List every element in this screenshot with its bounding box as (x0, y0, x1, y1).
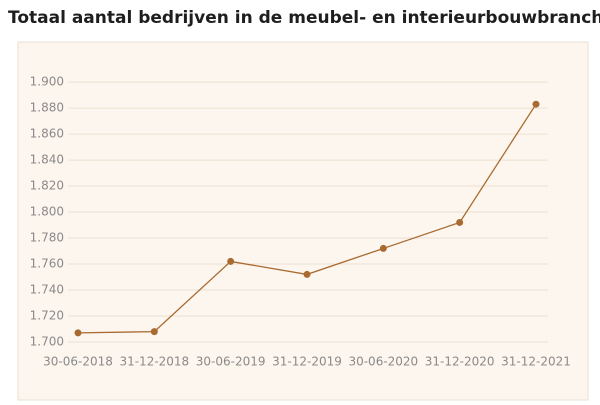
y-tick-label: 1.740 (30, 283, 64, 297)
data-point (74, 329, 82, 337)
y-tick-label: 1.720 (30, 309, 64, 323)
y-tick-label: 1.760 (30, 257, 64, 271)
data-point (456, 218, 464, 226)
data-point (379, 244, 387, 252)
data-point (150, 328, 158, 336)
x-tick-label: 31-12-2018 (119, 355, 189, 369)
y-tick-label: 1.800 (30, 205, 64, 219)
x-tick-label: 31-12-2020 (425, 355, 495, 369)
y-tick-label: 1.840 (30, 153, 64, 167)
y-tick-label: 1.820 (30, 179, 64, 193)
y-tick-label: 1.880 (30, 101, 64, 115)
data-point (532, 100, 540, 108)
x-tick-label: 31-12-2021 (501, 355, 571, 369)
chart-title: Totaal aantal bedrijven in de meubel- en… (8, 8, 600, 28)
y-tick-label: 1.900 (30, 75, 64, 89)
x-tick-label: 30-06-2018 (43, 355, 113, 369)
x-tick-label: 30-06-2020 (348, 355, 418, 369)
x-tick-label: 31-12-2019 (272, 355, 342, 369)
y-tick-label: 1.860 (30, 127, 64, 141)
data-point (303, 270, 311, 278)
y-tick-label: 1.780 (30, 231, 64, 245)
data-point (227, 257, 235, 265)
chart-background (17, 41, 589, 401)
x-tick-label: 30-06-2019 (196, 355, 266, 369)
y-tick-label: 1.700 (30, 335, 64, 349)
